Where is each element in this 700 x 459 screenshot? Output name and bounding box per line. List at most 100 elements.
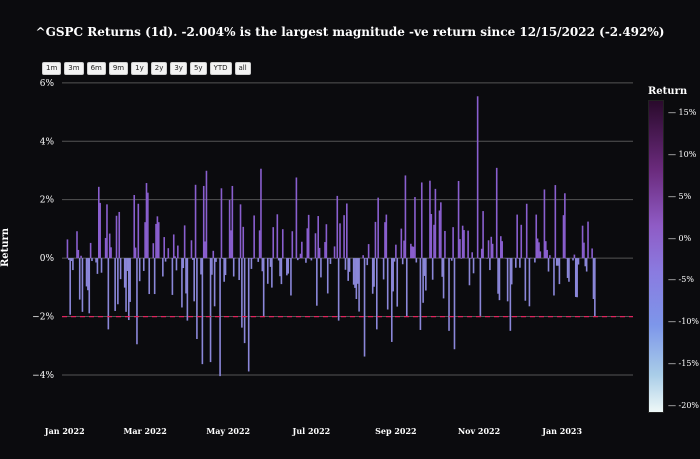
bar <box>145 183 148 259</box>
bar <box>429 180 431 259</box>
bar <box>251 258 254 259</box>
bar <box>201 258 204 365</box>
bar <box>440 202 442 259</box>
bar <box>558 258 561 285</box>
y-tick-label: 6% <box>40 79 55 89</box>
bar <box>525 203 528 259</box>
bar <box>497 258 499 294</box>
bar <box>215 258 217 262</box>
bar <box>565 258 568 259</box>
bar <box>470 258 472 259</box>
range-button-6m[interactable]: 6m <box>86 62 106 75</box>
bar <box>486 258 488 259</box>
bar <box>177 245 179 259</box>
bar <box>585 258 588 272</box>
bar <box>238 258 240 281</box>
bar <box>91 258 93 262</box>
bar <box>423 258 426 276</box>
bar <box>539 251 542 259</box>
bar <box>250 258 253 269</box>
bar <box>373 258 375 287</box>
range-button-2y[interactable]: 2y <box>150 62 168 75</box>
bar <box>500 236 502 259</box>
bar <box>172 234 175 259</box>
bar <box>301 241 303 259</box>
bar <box>543 189 546 259</box>
y-tick-label: 2% <box>40 196 55 206</box>
bar <box>354 258 356 288</box>
range-button-3y[interactable]: 3y <box>170 62 187 75</box>
bar <box>85 258 88 287</box>
bar <box>125 258 127 312</box>
bar <box>581 225 584 259</box>
bar <box>80 255 82 259</box>
bar <box>272 227 275 259</box>
bar <box>291 231 294 259</box>
bar <box>174 256 176 259</box>
y-tick-label: −2% <box>32 313 54 323</box>
bar <box>358 258 360 312</box>
bar <box>209 258 212 363</box>
bar <box>68 258 70 260</box>
bar <box>310 258 313 261</box>
bar <box>498 258 501 301</box>
bar <box>591 248 593 259</box>
bar <box>142 258 145 271</box>
bar <box>230 230 232 259</box>
range-button-all[interactable]: all <box>234 62 251 75</box>
bar <box>104 237 107 259</box>
bar <box>326 258 329 294</box>
range-button-ytd[interactable]: YTD <box>209 62 232 75</box>
range-button-1m[interactable]: 1m <box>42 62 62 75</box>
bar <box>347 258 349 281</box>
bar <box>450 258 453 261</box>
bar <box>508 258 510 259</box>
bar <box>314 233 317 259</box>
bar <box>335 258 337 259</box>
bar <box>77 249 80 259</box>
bar <box>337 258 340 321</box>
bar <box>573 254 576 259</box>
colorbar <box>648 100 664 413</box>
bar <box>78 258 81 300</box>
bar <box>258 230 261 259</box>
bar <box>262 258 265 317</box>
bar <box>66 239 69 259</box>
bar <box>592 258 595 299</box>
bar <box>572 258 574 261</box>
bar <box>410 243 412 259</box>
bar <box>339 223 341 259</box>
bar <box>129 258 131 302</box>
bar <box>506 258 509 302</box>
bar <box>461 225 464 259</box>
bar <box>166 258 168 259</box>
bar <box>583 242 585 259</box>
bar <box>452 227 454 259</box>
bar <box>167 248 170 259</box>
bar <box>384 222 386 259</box>
bar <box>431 258 434 280</box>
bar <box>346 203 348 259</box>
bar <box>320 258 322 278</box>
range-button-3m[interactable]: 3m <box>64 62 84 75</box>
bar <box>553 258 555 296</box>
bar <box>219 258 221 377</box>
bar <box>81 258 84 312</box>
bar <box>491 243 494 259</box>
bar <box>204 241 206 259</box>
range-button-5y[interactable]: 5y <box>189 62 207 75</box>
bar <box>374 221 377 259</box>
bar <box>260 168 262 259</box>
bar <box>280 258 283 285</box>
bar <box>193 258 195 302</box>
bar <box>448 258 450 331</box>
bar <box>89 242 92 259</box>
range-button-9m[interactable]: 9m <box>108 62 129 75</box>
bar <box>222 258 224 259</box>
range-button-1y[interactable]: 1y <box>131 62 148 75</box>
bar <box>489 258 491 271</box>
bar <box>156 216 159 259</box>
bar <box>471 252 473 259</box>
bar <box>164 258 167 262</box>
bar <box>317 216 320 259</box>
